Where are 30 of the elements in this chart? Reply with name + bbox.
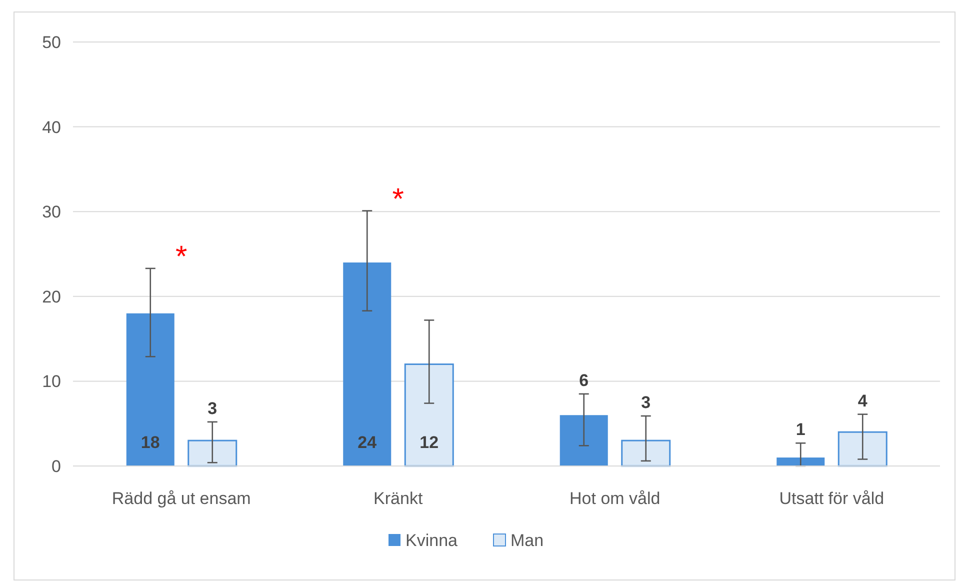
y-tick-label: 0 (52, 457, 61, 476)
y-tick-label: 10 (42, 372, 61, 392)
bar (560, 415, 608, 466)
data-label: 3 (641, 392, 651, 412)
bar (126, 313, 174, 466)
data-label: 4 (858, 391, 868, 410)
annotation: * (392, 182, 404, 216)
x-tick-label: Kränkt (374, 489, 423, 508)
bar (838, 431, 888, 467)
data-label: 3 (208, 398, 218, 418)
bar (404, 363, 454, 467)
bar (188, 440, 238, 467)
bar (621, 440, 671, 467)
data-label: 18 (140, 433, 160, 452)
y-tick-label: 30 (42, 202, 61, 222)
y-tick-label: 20 (42, 287, 61, 306)
y-tick-label: 50 (42, 33, 61, 52)
bar (343, 262, 392, 466)
x-tick-label: Hot om våld (570, 489, 660, 508)
y-tick-label: 40 (42, 118, 61, 137)
data-label: 1 (796, 420, 806, 440)
annotation: * (176, 240, 188, 274)
data-label: 6 (579, 370, 589, 390)
data-label: 24 (358, 433, 378, 452)
legend-label: Man (510, 531, 544, 550)
x-tick-label: Utsatt för våld (779, 489, 884, 508)
legend-label: Kvinna (406, 531, 458, 550)
data-label: 12 (420, 433, 439, 452)
bar (776, 458, 825, 466)
x-tick-label: Rädd gå ut ensam (112, 489, 251, 508)
